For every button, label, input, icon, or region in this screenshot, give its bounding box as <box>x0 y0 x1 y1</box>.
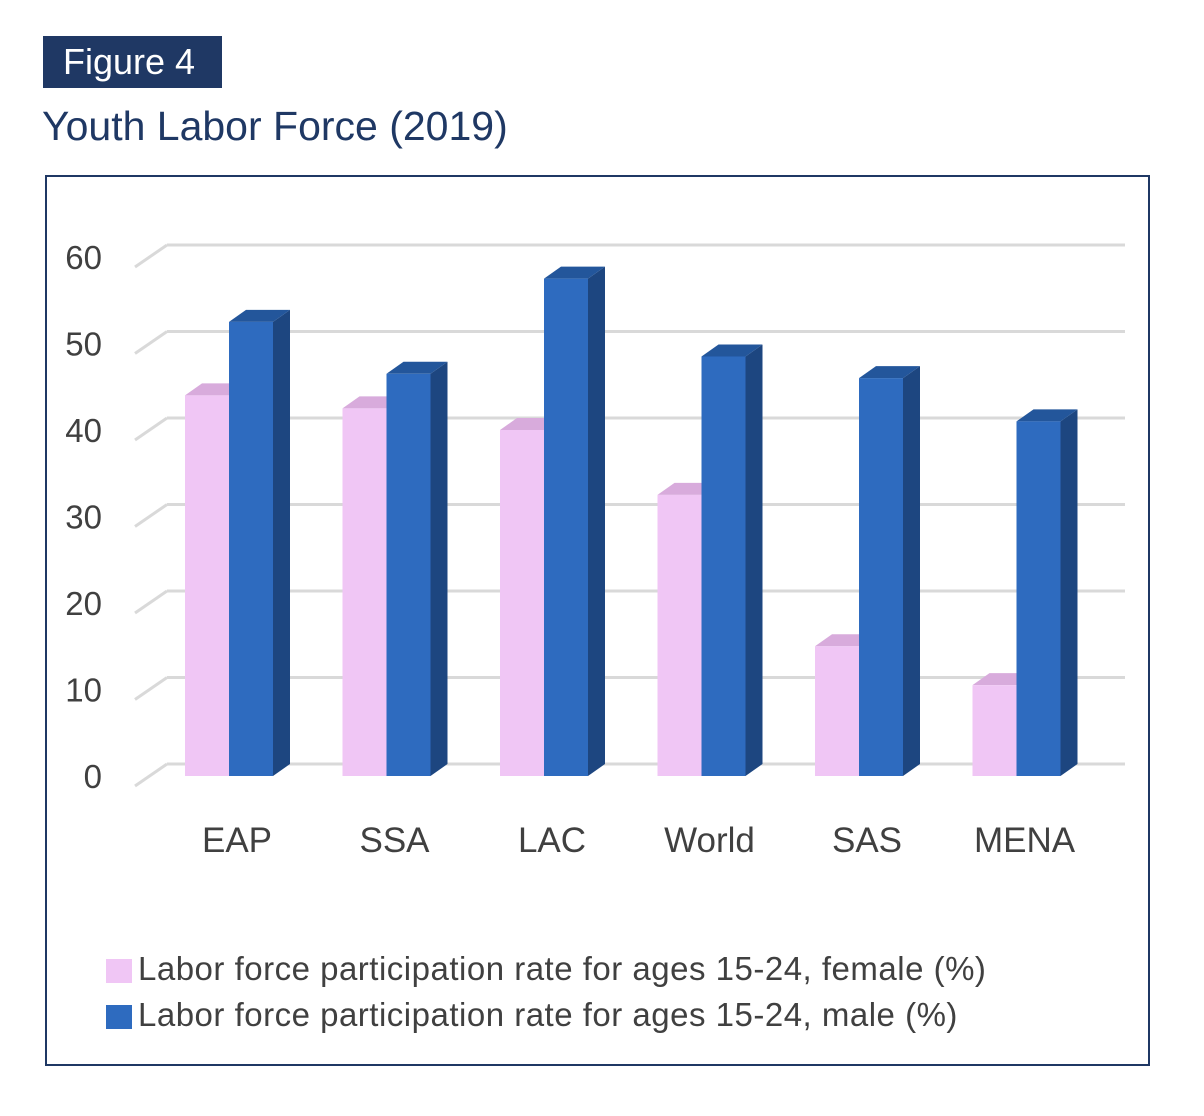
bar-female-lac <box>500 430 544 776</box>
bar-side-male-sas <box>903 366 920 776</box>
y-tick-label-0: 0 <box>84 758 102 795</box>
bar-side-male-mena <box>1060 409 1078 776</box>
bar-side-male-ssa <box>430 361 448 776</box>
y-tick-label-40: 40 <box>65 412 102 449</box>
x-tick-label-lac: LAC <box>518 821 586 860</box>
gridline-depth-0 <box>134 762 168 788</box>
bar-top-male-ssa <box>386 361 448 374</box>
bar-male-ssa <box>386 373 431 776</box>
gridline-depth-40 <box>134 416 168 442</box>
x-tick-label-sas: SAS <box>832 821 902 860</box>
y-tick-label-30: 30 <box>65 499 102 536</box>
bar-female-world <box>657 494 702 776</box>
gridline-depth-30 <box>134 503 168 528</box>
legend-swatch-female <box>106 959 132 983</box>
bar-male-eap <box>229 321 273 776</box>
bar-male-lac <box>544 278 588 776</box>
bar-female-mena <box>972 685 1017 776</box>
legend-swatch-male <box>106 1005 132 1029</box>
bar-top-male-sas <box>859 366 920 379</box>
gridline-depth-10 <box>134 676 168 701</box>
x-tick-label-mena: MENA <box>974 821 1076 860</box>
x-tick-label-ssa: SSA <box>359 821 430 860</box>
bar-top-male-world <box>701 344 763 357</box>
bar-male-mena <box>1016 421 1061 776</box>
bar-male-sas <box>859 378 903 776</box>
figure-label: Figure 4 <box>63 41 196 82</box>
figure-label-badge: Figure 4 <box>43 36 222 88</box>
bar-male-world <box>701 356 746 776</box>
bar-top-male-lac <box>544 266 605 279</box>
bar-female-ssa <box>342 408 387 776</box>
chart-frame <box>45 175 1150 1066</box>
legend-label-female: Labor force participation rate for ages … <box>138 950 987 987</box>
y-tick-label-10: 10 <box>65 672 102 709</box>
x-tick-label-world: World <box>664 821 755 860</box>
bar-top-male-eap <box>229 309 290 322</box>
figure-title: Youth Labor Force (2019) <box>42 103 508 149</box>
y-tick-label-20: 20 <box>65 585 102 622</box>
y-tick-label-60: 60 <box>65 239 102 276</box>
y-tick-label-50: 50 <box>65 326 102 363</box>
legend-label-male: Labor force participation rate for ages … <box>138 996 958 1033</box>
bar-female-sas <box>815 646 859 776</box>
gridline-depth-60 <box>134 243 168 269</box>
gridline-depth-50 <box>134 330 168 355</box>
bar-side-male-world <box>745 344 763 776</box>
x-tick-label-eap: EAP <box>202 821 272 860</box>
bar-female-eap <box>185 395 229 776</box>
bar-side-male-eap <box>273 309 290 776</box>
bar-side-male-lac <box>588 266 605 776</box>
bar-top-male-mena <box>1016 409 1078 422</box>
gridline-depth-20 <box>134 589 168 615</box>
